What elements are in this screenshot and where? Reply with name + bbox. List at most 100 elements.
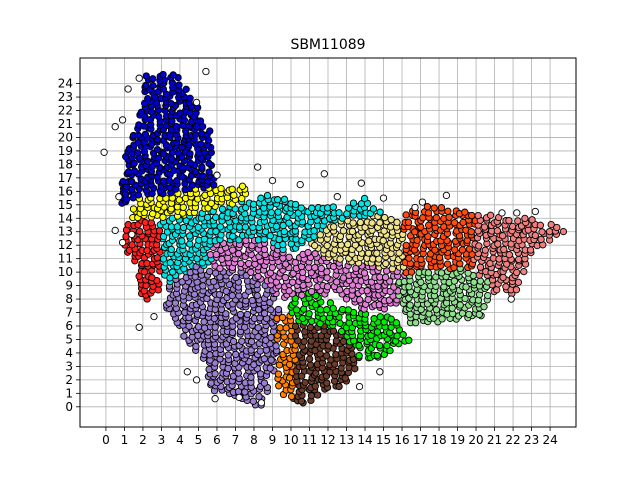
data-point (222, 287, 230, 295)
data-point (199, 282, 207, 290)
data-point (521, 214, 529, 223)
data-point (307, 287, 316, 296)
data-point (365, 237, 373, 245)
x-tick-label: 13 (339, 433, 354, 447)
data-point (356, 296, 364, 304)
data-point (253, 291, 261, 300)
chart-title: SBM11089 (290, 37, 365, 53)
y-tick-label: 15 (58, 198, 73, 212)
data-point (141, 130, 150, 138)
data-point (248, 296, 256, 305)
data-point (291, 322, 300, 330)
data-point (249, 200, 258, 208)
data-point (205, 267, 214, 276)
data-point (211, 323, 219, 331)
outlier-point (100, 148, 108, 156)
data-point (171, 299, 180, 307)
data-point (222, 319, 230, 328)
data-point (392, 319, 401, 327)
y-tick-label: 1 (65, 386, 73, 400)
data-point (198, 163, 206, 171)
data-point (448, 304, 456, 312)
data-point (134, 191, 143, 199)
data-point (274, 196, 282, 204)
data-point (458, 246, 467, 254)
data-point (217, 184, 225, 193)
y-tick-label: 16 (58, 184, 73, 198)
y-tick-label: 18 (58, 157, 73, 171)
data-point (476, 263, 485, 271)
data-point (311, 382, 319, 390)
data-point (172, 122, 180, 131)
data-point (186, 240, 194, 248)
data-point (495, 255, 503, 263)
data-point (445, 213, 453, 221)
data-point (191, 167, 200, 176)
data-point (275, 382, 283, 390)
data-point (173, 223, 181, 231)
data-point (500, 245, 508, 254)
data-point (461, 294, 469, 303)
data-point (456, 301, 464, 309)
data-point (399, 331, 407, 339)
data-point (505, 216, 513, 225)
data-point (142, 72, 150, 80)
data-point (480, 303, 488, 311)
data-point (405, 336, 413, 344)
data-point (405, 283, 413, 291)
data-point (402, 241, 410, 250)
data-point (423, 203, 432, 211)
x-tick-label: 0 (102, 433, 110, 447)
outlier-point (268, 176, 277, 185)
data-point (205, 168, 213, 176)
data-point (417, 255, 425, 264)
data-point (193, 122, 201, 131)
data-point (212, 227, 220, 236)
data-point (254, 236, 263, 244)
data-point (356, 218, 365, 227)
x-tick-label: 21 (487, 433, 502, 447)
data-point (206, 127, 214, 135)
data-point (387, 215, 395, 224)
data-point (323, 306, 331, 314)
data-point (323, 274, 331, 282)
outlier-point (513, 209, 521, 217)
outlier-point (531, 207, 539, 216)
data-point (257, 194, 265, 202)
data-point (547, 220, 555, 229)
data-point (149, 75, 157, 83)
data-point (499, 232, 507, 240)
data-point (267, 306, 275, 314)
data-point (211, 370, 219, 378)
data-point (224, 364, 232, 373)
data-point (194, 223, 202, 231)
data-point (387, 315, 395, 323)
data-point (437, 269, 446, 277)
y-tick-label: 11 (58, 252, 73, 266)
data-point (140, 268, 149, 276)
data-point (330, 223, 338, 231)
data-point (526, 246, 535, 254)
data-point (148, 108, 156, 116)
data-point (407, 268, 416, 276)
y-tick-label: 2 (65, 373, 73, 387)
data-point (493, 227, 502, 235)
data-point (256, 347, 264, 355)
data-point (215, 290, 224, 299)
data-point (232, 273, 240, 282)
x-tick-label: 7 (232, 433, 240, 447)
y-tick-label: 21 (58, 117, 73, 131)
data-point (180, 332, 188, 340)
data-point (249, 397, 257, 405)
data-point (370, 315, 378, 323)
data-point (305, 310, 313, 318)
data-point (207, 199, 215, 207)
data-point (462, 283, 470, 291)
data-point (317, 264, 325, 273)
data-point (323, 283, 332, 291)
data-point (194, 323, 203, 331)
data-point (344, 204, 353, 212)
data-point (229, 232, 237, 240)
data-point (380, 318, 388, 326)
data-point (218, 255, 226, 263)
